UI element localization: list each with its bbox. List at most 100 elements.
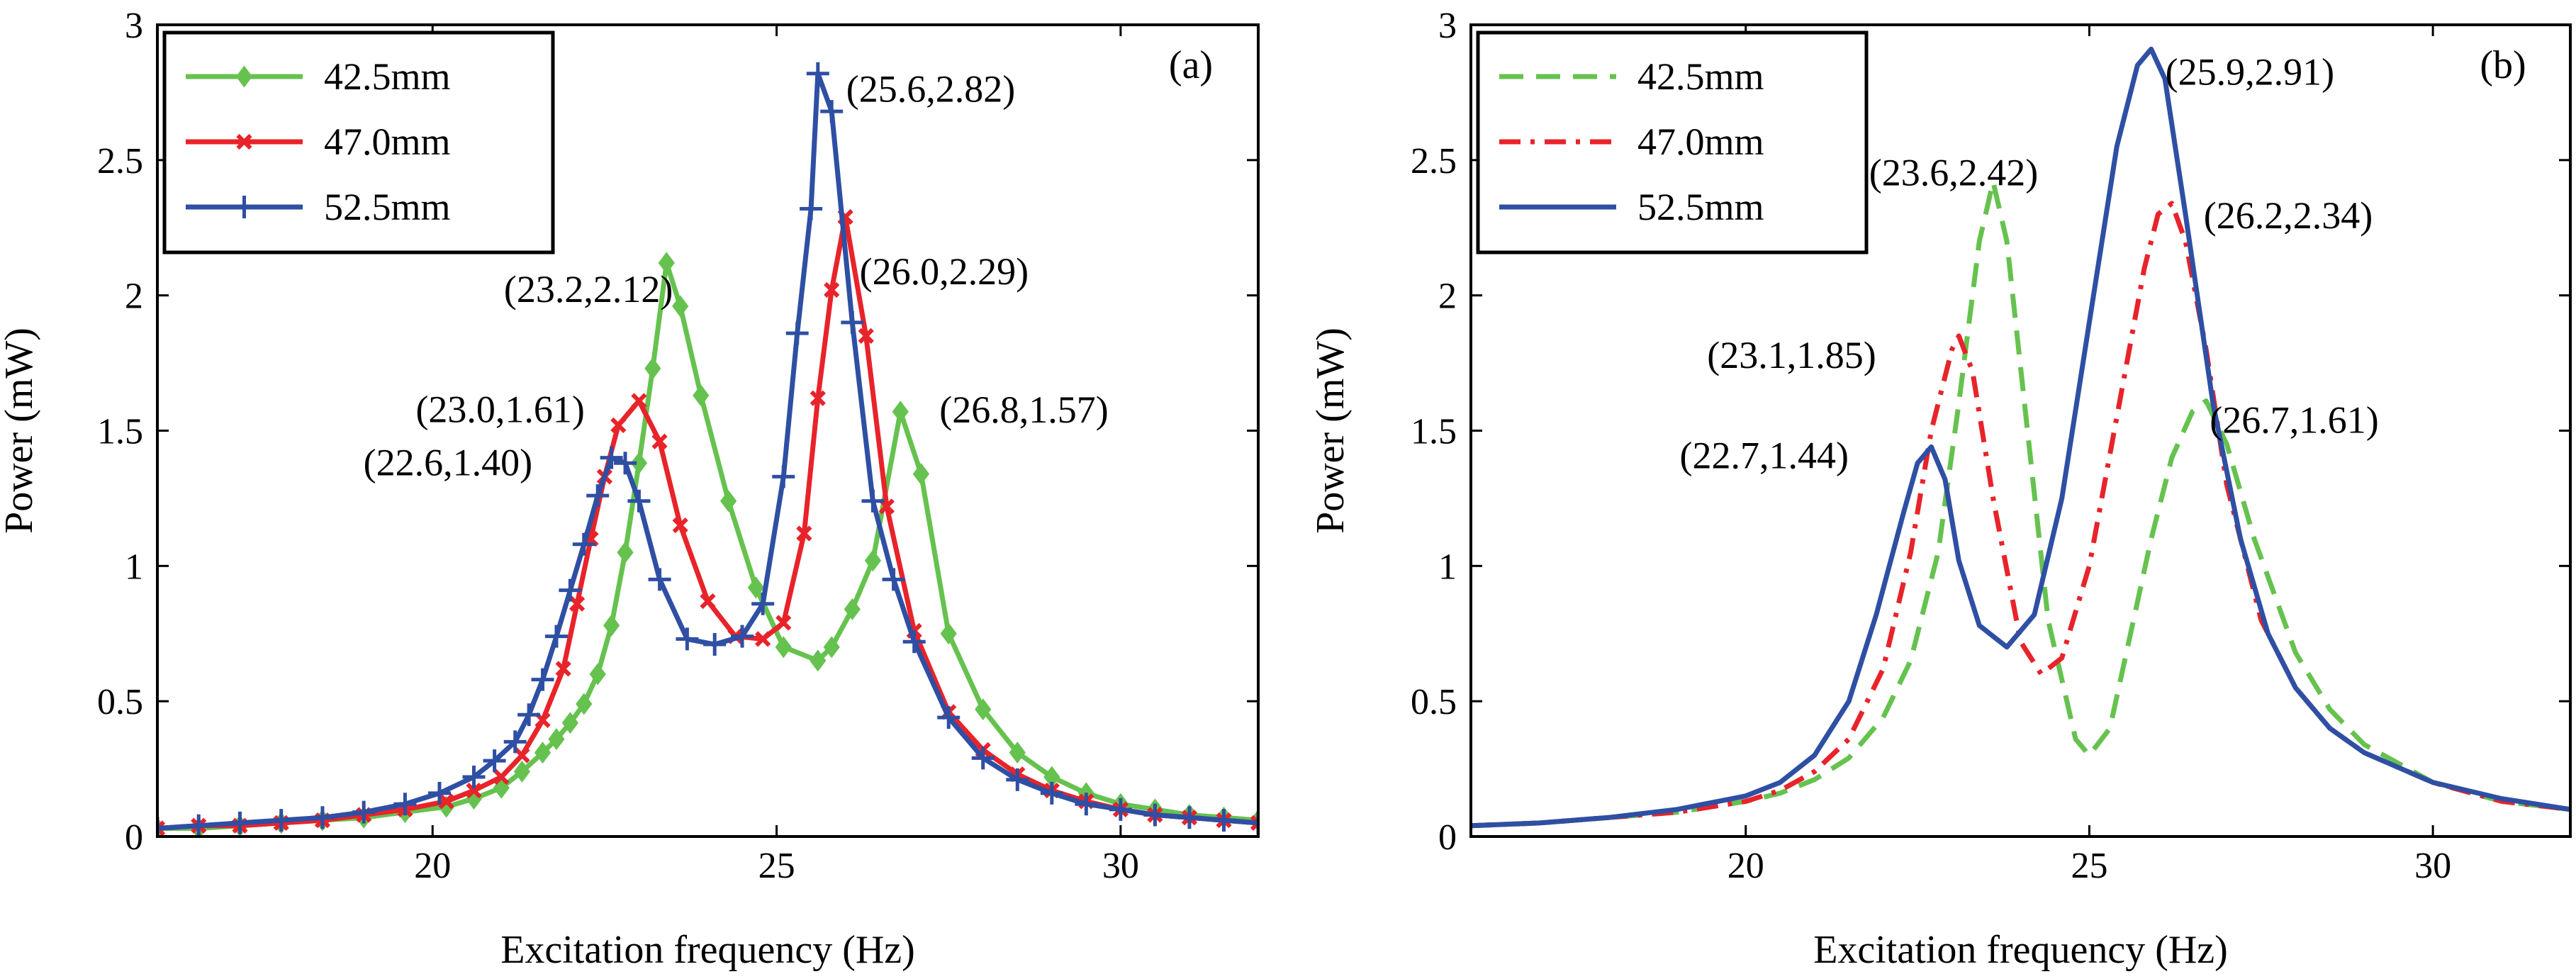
peak-annotation: (25.6,2.82): [846, 68, 1015, 111]
data-point-marker: [971, 746, 995, 770]
x-tick-label: 20: [414, 846, 451, 886]
y-tick-label: 1.5: [1411, 412, 1457, 452]
y-tick-label: 2: [1438, 276, 1457, 317]
data-point-marker: [775, 615, 792, 631]
data-point-marker: [841, 311, 864, 334]
data-point-marker: [576, 693, 593, 715]
y-tick-label: 2.5: [97, 141, 143, 181]
data-point-marker: [902, 630, 926, 654]
peak-annotation: (23.6,2.42): [1869, 151, 2038, 194]
data-point-marker: [1212, 809, 1236, 832]
data-point-marker: [627, 489, 651, 513]
data-point-marker: [1250, 815, 1258, 832]
data-point-marker: [1009, 742, 1026, 764]
data-point-marker: [651, 433, 668, 449]
data-point-marker: [912, 463, 930, 486]
data-point-marker: [586, 484, 610, 508]
data-point-marker: [1143, 803, 1167, 827]
data-point-marker: [462, 766, 486, 789]
data-point-marker: [555, 661, 571, 677]
data-point-marker: [617, 541, 634, 564]
peak-annotation: (23.1,1.85): [1707, 334, 1876, 376]
data-point-marker: [882, 568, 905, 591]
data-point-marker: [438, 793, 454, 810]
data-point-marker: [517, 703, 541, 727]
x-tick-label: 30: [1102, 846, 1139, 886]
data-point-marker: [975, 698, 992, 721]
panel-label: (b): [2480, 43, 2526, 87]
x-tick-label: 25: [2071, 846, 2107, 886]
peak-annotation: (26.7,1.61): [2210, 399, 2378, 442]
legend-entry-label: 47.0mm: [1637, 121, 1764, 163]
y-tick-label: 0: [125, 817, 143, 858]
x-axis-label: Excitation frequency (Hz): [500, 928, 915, 972]
data-point-marker: [427, 781, 451, 805]
data-point-marker: [864, 549, 882, 572]
panel-label: (a): [1169, 43, 1213, 87]
y-tick-label: 3: [1438, 6, 1457, 46]
chart-panel-b: 0 0.5 1 1.5 2 2.5 3 20 25 30 Excitation frequency …: [1309, 6, 2572, 972]
data-point-marker: [614, 452, 637, 475]
x-axis-label: Excitation frequency (Hz): [1813, 928, 2228, 972]
data-point-marker: [719, 490, 737, 513]
peak-annotation: (23.0,1.61): [415, 388, 584, 431]
y-tick-label: 2: [125, 276, 143, 317]
y-tick-label: 1: [1438, 547, 1457, 587]
data-point-marker: [483, 749, 506, 773]
data-point-marker: [1040, 781, 1063, 805]
y-axis-label: Power (mW): [1309, 328, 1353, 534]
legend-marker: [233, 196, 256, 218]
series-line-52-5mm: [157, 71, 1258, 831]
data-point-marker: [1075, 793, 1098, 816]
data-point-marker: [548, 728, 565, 751]
data-point-marker: [1006, 768, 1029, 791]
data-point-marker: [693, 384, 710, 407]
data-point-marker: [569, 595, 586, 612]
series-line-47-0mm: [1471, 201, 2570, 829]
peak-annotation: (26.8,1.57): [939, 388, 1108, 431]
data-point-marker: [747, 576, 765, 599]
legend-entry-label: 42.5mm: [1637, 55, 1764, 98]
data-point-marker: [493, 768, 510, 785]
data-point-marker: [531, 668, 554, 691]
y-tick-label: 1: [125, 547, 143, 587]
data-point-marker: [892, 401, 909, 423]
y-tick-label: 3: [125, 6, 143, 46]
y-axis-label: Power (mW): [0, 328, 41, 534]
x-tick-label: 25: [758, 846, 795, 886]
data-point-marker: [658, 252, 675, 274]
data-point-marker: [600, 446, 623, 469]
data-point-marker: [269, 809, 293, 832]
data-point-marker: [559, 578, 582, 602]
data-point-marker: [800, 197, 823, 220]
y-tick-label: 0: [1438, 817, 1457, 858]
data-point-marker: [823, 636, 840, 659]
data-point-marker: [844, 598, 861, 620]
data-point-marker: [806, 62, 829, 85]
peak-annotation: (26.2,2.34): [2204, 194, 2373, 237]
data-point-marker: [940, 622, 957, 645]
data-point-marker: [534, 742, 551, 764]
data-point-marker: [820, 100, 844, 123]
legend: 42.5mm 47.0mm 52.5mm: [162, 30, 555, 254]
peak-annotation: (22.7,1.44): [1679, 434, 1848, 476]
data-point-marker: [731, 625, 754, 648]
data-point-marker: [157, 820, 166, 837]
y-tick-label: 1.5: [97, 412, 143, 452]
legend-box: [1476, 30, 1869, 254]
data-point-marker: [631, 393, 647, 409]
legend-entry-label: 52.5mm: [324, 186, 451, 228]
y-tick-label: 2.5: [1411, 141, 1457, 181]
peak-annotation: (23.2,2.12): [504, 268, 673, 311]
data-point-marker: [603, 614, 620, 637]
data-point-marker: [1247, 811, 1258, 834]
data-point-marker: [751, 592, 775, 615]
data-point-marker: [703, 633, 727, 656]
data-point-marker: [157, 817, 169, 837]
chart-panel-a: 0 0.5 1 1.5 2 2.5 3 20 25 30 Excitation frequency …: [0, 6, 1260, 972]
peak-annotation: (26.0,2.29): [860, 250, 1029, 293]
data-point-marker: [1109, 798, 1132, 821]
data-point-marker: [513, 760, 531, 783]
legend-entry-label: 52.5mm: [1637, 186, 1764, 228]
